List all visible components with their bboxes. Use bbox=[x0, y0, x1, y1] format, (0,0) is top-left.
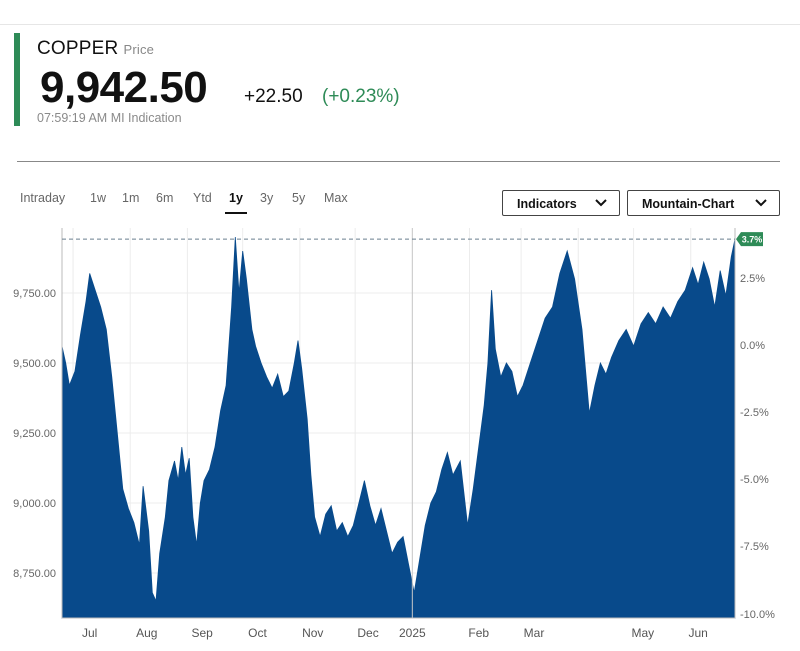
y-tick-label-right: 2.5% bbox=[740, 273, 765, 285]
y-tick-label-left: 8,750.00 bbox=[13, 568, 56, 580]
instrument-name: COPPER Price bbox=[37, 38, 154, 60]
quote-timestamp: 07:59:19 AM MI Indication bbox=[37, 111, 182, 125]
y-tick-label-left: 9,500.00 bbox=[13, 358, 56, 370]
range-tab-3y[interactable]: 3y bbox=[260, 191, 274, 205]
y-tick-label-right: 0.0% bbox=[740, 340, 765, 352]
section-divider bbox=[17, 161, 780, 162]
y-tick-label-right: -2.5% bbox=[740, 407, 769, 419]
range-tab-1w[interactable]: 1w bbox=[90, 191, 106, 205]
x-tick-label: Oct bbox=[248, 626, 267, 640]
reference-badge: 3.7% bbox=[736, 232, 763, 247]
price-chart[interactable]: 3.7% 8,750.00 9,000.00 9,250.00 9,500.00 9,75… bbox=[0, 226, 800, 651]
x-tick-label: Nov bbox=[302, 626, 323, 640]
x-tick-label: Aug bbox=[136, 626, 157, 640]
y-tick-label-right: -7.5% bbox=[740, 541, 769, 553]
reference-badge-label: 3.7% bbox=[742, 235, 763, 245]
reference-badge-bg bbox=[736, 232, 763, 247]
y-tick-label-left: 9,250.00 bbox=[13, 428, 56, 440]
price-area bbox=[61, 236, 736, 619]
quote-header: COPPER Price 9,942.50 +22.50 (+0.23%) 07:… bbox=[14, 33, 714, 126]
quote-source: MI Indication bbox=[110, 111, 182, 125]
x-tick-label: Sep bbox=[191, 626, 213, 640]
x-tick-label: Dec bbox=[357, 626, 378, 640]
y-tick-label-right: -5.0% bbox=[740, 474, 769, 486]
top-divider bbox=[0, 24, 800, 25]
x-tick-label: Feb bbox=[468, 626, 489, 640]
chart-type-dropdown-label: Mountain-Chart bbox=[642, 197, 735, 211]
x-tick-label: 2025 bbox=[399, 626, 426, 640]
x-tick-label: Jul bbox=[82, 626, 97, 640]
range-tab-6m[interactable]: 6m bbox=[156, 191, 174, 205]
y-tick-label-right: -10.0% bbox=[740, 609, 775, 621]
x-tick-label: Jun bbox=[688, 626, 707, 640]
range-tab-intraday[interactable]: Intraday bbox=[20, 191, 66, 205]
price-change-percent: (+0.23%) bbox=[322, 86, 400, 107]
range-tab-1m[interactable]: 1m bbox=[122, 191, 140, 205]
last-price: 9,942.50 bbox=[40, 63, 208, 112]
range-tab-5y[interactable]: 5y bbox=[292, 191, 306, 205]
range-tab-ytd[interactable]: Ytd bbox=[193, 191, 212, 205]
range-tab-1y[interactable]: 1y bbox=[225, 188, 247, 214]
indicators-dropdown-label: Indicators bbox=[517, 197, 577, 211]
y-tick-label-left: 9,000.00 bbox=[13, 498, 56, 510]
quote-accent-bar bbox=[14, 33, 20, 126]
quote-time: 07:59:19 AM bbox=[37, 111, 108, 125]
chevron-down-icon bbox=[595, 199, 607, 207]
price-change: +22.50 bbox=[244, 86, 303, 107]
range-tab-max[interactable]: Max bbox=[324, 191, 348, 205]
y-tick-label-left: 9,750.00 bbox=[13, 288, 56, 300]
instrument-name-label: COPPER bbox=[37, 38, 119, 59]
x-tick-label: Mar bbox=[524, 626, 545, 640]
instrument-name-sub: Price bbox=[123, 42, 155, 57]
indicators-dropdown[interactable]: Indicators bbox=[502, 190, 620, 216]
x-tick-label: May bbox=[631, 626, 654, 640]
chevron-down-icon bbox=[755, 199, 767, 207]
chart-type-dropdown[interactable]: Mountain-Chart bbox=[627, 190, 780, 216]
